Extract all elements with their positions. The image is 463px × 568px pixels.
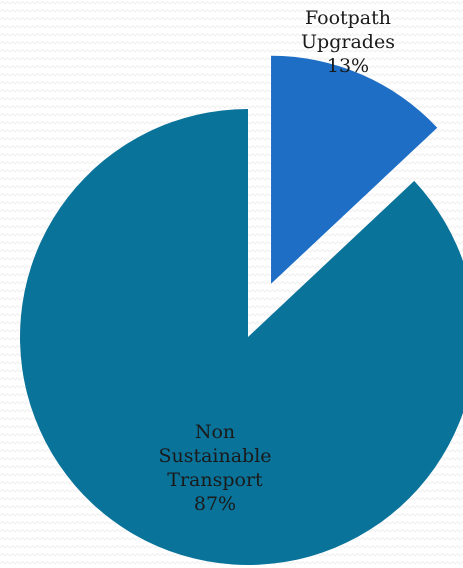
pie-slices	[20, 55, 463, 565]
pie-slice-non-sustainable-transport	[20, 109, 463, 565]
slice-label-non-sustainable-transport: Non Sustainable Transport 87%	[158, 421, 272, 515]
slice-label-footpath-upgrades: Footpath Upgrades 13%	[301, 7, 395, 77]
pie-slice-footpath-upgrades	[271, 55, 438, 284]
